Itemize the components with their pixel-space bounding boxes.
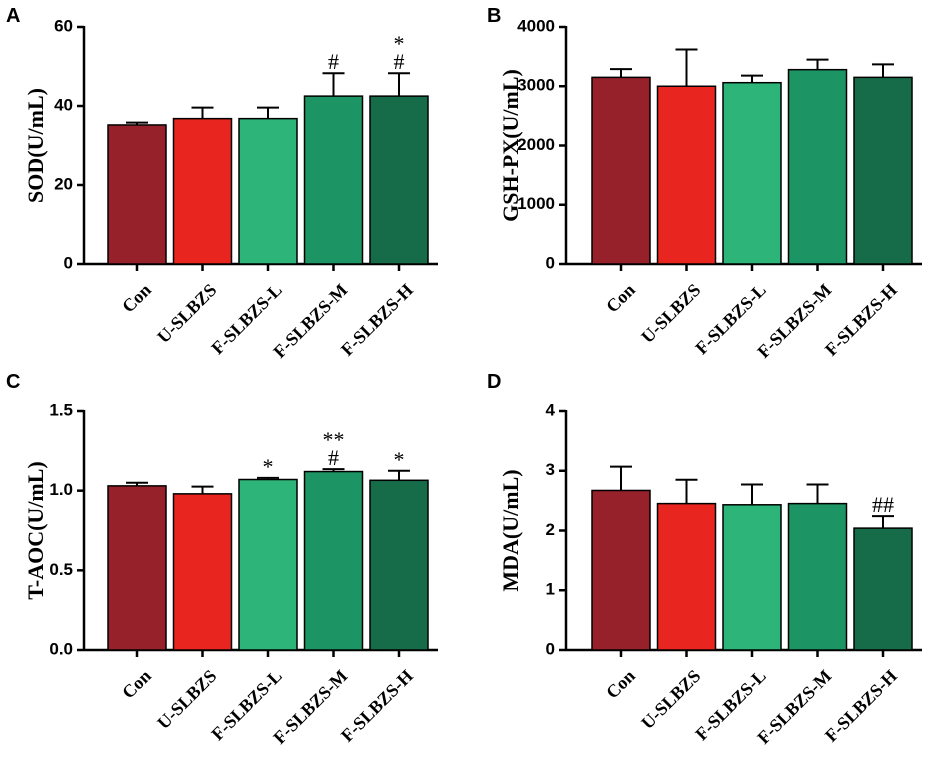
- significance-marker: *: [394, 31, 405, 56]
- panel-d: DMDA(U/mL)01234ConU-SLBZSF-SLBZS-LF-SLBZ…: [487, 371, 922, 748]
- significance-marker: #: [328, 445, 339, 470]
- bar-f-slbzs-h: [853, 527, 913, 651]
- y-tick-label: 0.5: [49, 560, 73, 579]
- bar-f-slbzs-h: [369, 479, 429, 651]
- y-tick-label: 4: [546, 400, 556, 419]
- y-tick-label: 1000: [517, 194, 555, 213]
- panel-letter: C: [6, 371, 20, 393]
- x-tick-label: Con: [602, 280, 639, 317]
- y-axis-label: T-AOC(U/mL): [23, 461, 48, 600]
- x-tick-label: U-SLBZS: [153, 666, 220, 733]
- panel-c: CT-AOC(U/mL)0.00.51.01.5ConU-SLBZSF-SLBZ…: [6, 371, 438, 748]
- significance-marker: **: [323, 427, 345, 452]
- y-tick-label: 0: [64, 253, 73, 272]
- panel-letter: A: [6, 5, 20, 27]
- y-tick-label: 2000: [517, 135, 555, 154]
- bar-u-slbzs: [172, 493, 233, 651]
- bar-f-slbzs-l: [238, 478, 298, 651]
- bar-con: [107, 124, 167, 265]
- y-tick-label: 1: [546, 580, 555, 599]
- y-tick-label: 0: [546, 253, 555, 272]
- y-tick-label: 40: [54, 95, 73, 114]
- bar-u-slbzs: [656, 85, 717, 265]
- y-tick-label: 3000: [517, 76, 555, 95]
- x-tick-label: Con: [118, 666, 155, 703]
- bar-u-slbzs: [656, 502, 717, 651]
- bar-f-slbzs-m: [787, 68, 848, 265]
- significance-marker: ##: [872, 492, 894, 517]
- significance-marker: *: [263, 454, 274, 479]
- bar-f-slbzs-l: [722, 504, 782, 651]
- bar-f-slbzs-h: [369, 95, 429, 265]
- y-tick-label: 3: [546, 460, 555, 479]
- bar-f-slbzs-l: [238, 117, 298, 265]
- y-tick-label: 0.0: [49, 639, 73, 658]
- bar-con: [107, 485, 167, 651]
- y-tick-label: 1.0: [49, 480, 73, 499]
- bar-f-slbzs-m: [303, 95, 364, 265]
- y-axis-label: GSH-PX(U/mL): [498, 69, 523, 222]
- x-tick-label: U-SLBZS: [637, 666, 704, 733]
- panel-b: B GSH-PX(U/mL) 0 1000 2000 3000 4000 ConU-SLBZS…: [487, 5, 922, 362]
- bar-u-slbzs: [172, 117, 233, 265]
- x-tick-label: Con: [602, 666, 639, 703]
- x-tick-label: U-SLBZS: [153, 280, 220, 347]
- panel-letter: D: [487, 371, 501, 393]
- y-tick-label: 2: [546, 520, 555, 539]
- y-axis-label: SOD(U/mL): [23, 88, 48, 203]
- y-tick-label: 0: [546, 639, 555, 658]
- bar-f-slbzs-m: [303, 470, 364, 651]
- y-tick-label: 4000: [517, 16, 555, 35]
- bar-con: [591, 76, 651, 265]
- bar-f-slbzs-h: [853, 76, 913, 265]
- x-tick-label: Con: [118, 280, 155, 317]
- panel-a: ASOD(U/mL)0204060ConU-SLBZSF-SLBZS-LF-SL…: [6, 5, 438, 362]
- y-tick-label: 60: [54, 16, 73, 35]
- bar-con: [591, 489, 651, 651]
- bar-f-slbzs-l: [722, 81, 782, 265]
- panel-letter: B: [487, 5, 501, 27]
- y-tick-label: 20: [54, 174, 73, 193]
- bar-f-slbzs-m: [787, 502, 848, 651]
- significance-marker: #: [394, 49, 405, 74]
- y-axis-label: MDA(U/mL): [498, 469, 523, 591]
- significance-marker: #: [328, 49, 339, 74]
- significance-marker: *: [394, 447, 405, 472]
- x-tick-label: U-SLBZS: [637, 280, 704, 347]
- y-tick-label: 1.5: [49, 400, 73, 419]
